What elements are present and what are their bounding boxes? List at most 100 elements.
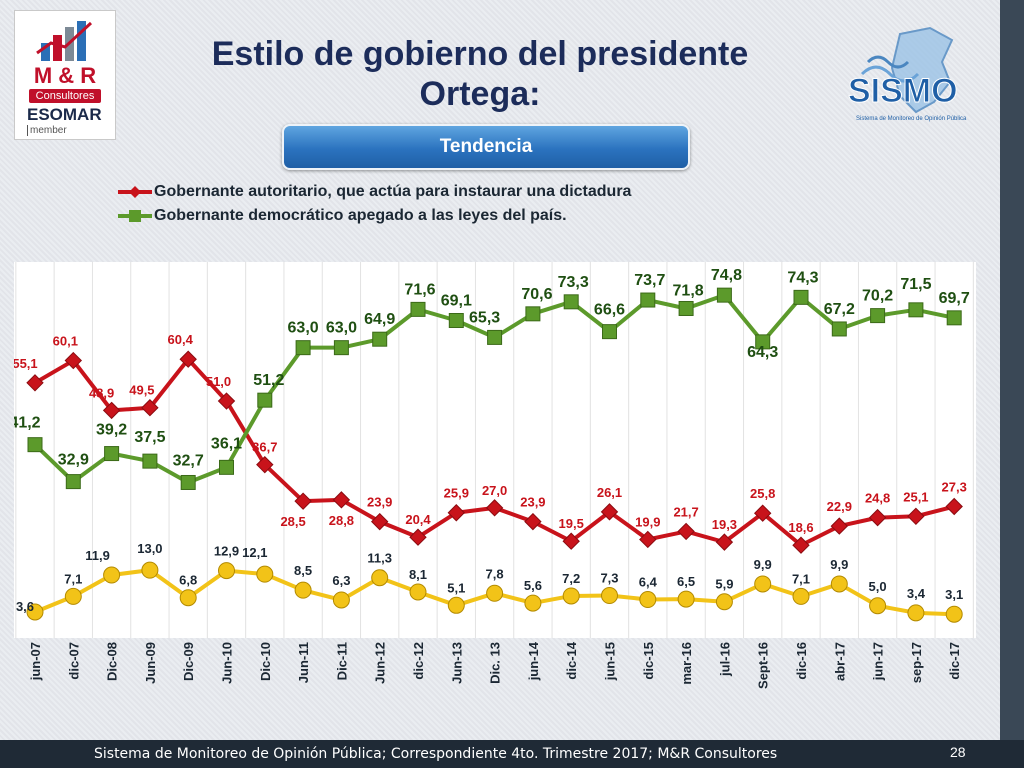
point-marker <box>869 597 887 615</box>
point-marker <box>487 329 503 345</box>
data-label: 6,3 <box>332 573 350 588</box>
data-label: 20,4 <box>405 512 431 527</box>
data-label: 51,0 <box>206 374 231 389</box>
point-marker <box>141 399 159 417</box>
data-label: 70,2 <box>862 288 893 305</box>
point-marker <box>830 517 849 535</box>
data-label: 74,3 <box>787 269 818 286</box>
point-marker <box>945 497 963 516</box>
data-label: 28,5 <box>280 514 305 529</box>
data-label: 5,9 <box>715 577 733 592</box>
x-tick-label: Jun-13 <box>449 642 464 684</box>
x-tick-label: Jun-12 <box>373 642 388 684</box>
legend-item-democratico: Gobernante democrático apegado a las ley… <box>118 206 758 226</box>
title-line-1: Estilo de gobierno del presidente <box>211 35 749 73</box>
point-marker <box>831 321 847 337</box>
point-marker <box>600 503 619 521</box>
data-label: 13,0 <box>137 541 162 556</box>
point-marker <box>179 350 197 368</box>
legend-label-autoritario: Gobernante autoritario, que actúa para i… <box>154 183 632 200</box>
sismo-logo: SISMO Sistema de Monitoreo de Opinión Pú… <box>848 26 967 122</box>
point-marker <box>180 474 196 490</box>
data-label: 39,2 <box>96 422 127 439</box>
point-marker <box>219 459 234 475</box>
data-label: 69,7 <box>939 290 970 307</box>
data-label: 60,4 <box>168 332 194 347</box>
title-line-2: Ortega: <box>419 75 541 113</box>
data-label: 18,6 <box>788 520 813 535</box>
data-label: 63,0 <box>326 320 357 337</box>
point-marker <box>142 453 158 469</box>
data-label: 36,1 <box>211 435 242 452</box>
point-marker <box>870 308 886 324</box>
x-tick-label: jun-15 <box>603 642 618 681</box>
data-label: 7,8 <box>486 566 504 581</box>
point-marker <box>332 491 351 509</box>
data-label: 11,9 <box>85 548 110 563</box>
data-label: 25,1 <box>903 489 928 504</box>
data-label: 48,9 <box>89 385 114 400</box>
point-marker <box>716 287 732 303</box>
point-marker <box>524 512 542 531</box>
data-label: 23,9 <box>367 495 392 510</box>
point-marker <box>294 492 312 510</box>
right-decorative-strip <box>1000 0 1024 740</box>
data-label: 55,1 <box>14 356 38 371</box>
data-label: 27,3 <box>942 480 967 495</box>
data-label: 5,0 <box>869 579 887 594</box>
point-marker <box>409 583 427 601</box>
data-label: 73,7 <box>634 272 665 289</box>
point-marker <box>486 584 504 602</box>
point-marker <box>868 508 887 527</box>
point-marker <box>26 603 44 621</box>
point-marker <box>639 530 657 549</box>
data-label: 7,1 <box>792 571 810 586</box>
point-marker <box>448 313 464 329</box>
point-marker <box>755 334 771 350</box>
point-marker <box>102 401 121 420</box>
point-marker <box>104 446 120 462</box>
data-label: 12,9 <box>214 544 239 559</box>
x-tick-label: Jun-09 <box>143 642 158 684</box>
data-label: 67,2 <box>824 301 855 318</box>
point-marker <box>27 437 43 453</box>
tendencia-tab-button[interactable]: Tendencia <box>282 124 690 170</box>
data-label: 25,8 <box>750 486 775 501</box>
sismo-tagline: Sistema de Monitoreo de Opinión Pública <box>856 116 967 122</box>
x-tick-label: sep-17 <box>909 642 924 683</box>
data-label: 65,3 <box>469 309 500 326</box>
point-marker <box>945 605 963 623</box>
point-marker <box>562 587 580 605</box>
data-label: 11,3 <box>367 551 392 566</box>
point-marker <box>64 587 82 605</box>
data-label: 9,9 <box>830 557 848 572</box>
data-label: 71,5 <box>900 276 931 293</box>
x-tick-label: dic-14 <box>564 641 579 679</box>
data-label: 32,9 <box>58 452 89 469</box>
data-label: 66,6 <box>594 302 625 319</box>
point-marker <box>563 294 579 310</box>
x-tick-label: dic-15 <box>641 642 656 680</box>
point-marker <box>447 504 466 522</box>
x-tick-label: jul-16 <box>717 642 732 677</box>
legend-label-democratico: Gobernante democrático apegado a las ley… <box>154 207 567 224</box>
footer-text: Sistema de Monitoreo de Opinión Pública;… <box>94 746 778 762</box>
data-label: 6,8 <box>179 573 197 588</box>
data-label: 12,1 <box>242 545 267 560</box>
point-marker <box>370 512 389 531</box>
point-marker <box>753 504 772 522</box>
data-label: 19,9 <box>635 514 660 529</box>
x-tick-label: abr-17 <box>832 642 847 681</box>
point-marker <box>410 301 426 317</box>
point-marker <box>562 532 580 550</box>
x-tick-label: Dic-09 <box>181 642 196 681</box>
esomar-label: ESOMAR <box>27 105 102 124</box>
data-label: 36,7 <box>252 440 277 455</box>
data-label: 5,6 <box>524 578 542 593</box>
bar-chart-logo-icon <box>36 21 93 61</box>
data-label: 7,3 <box>600 571 618 586</box>
point-marker <box>333 340 349 356</box>
data-label: 71,6 <box>404 281 435 298</box>
data-label: 69,1 <box>441 293 472 310</box>
point-marker <box>371 569 389 587</box>
